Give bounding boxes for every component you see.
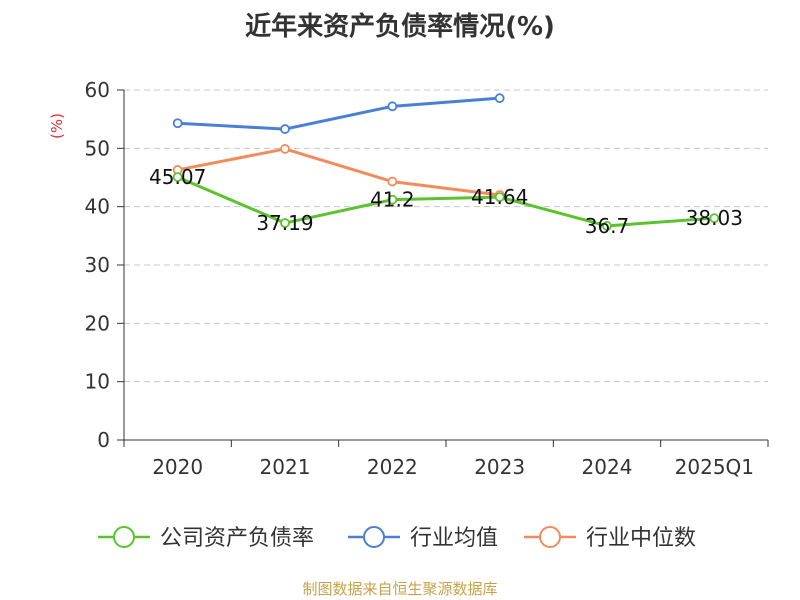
legend-marker-circle [363,526,385,548]
data-label: 41.64 [471,185,528,209]
x-tick-label: 2021 [260,455,311,479]
data-point [709,213,720,224]
series-line [177,147,500,197]
y-tick-label: 40 [85,195,110,219]
data-label: 37.19 [256,211,313,235]
y-tick-label: 0 [97,428,110,452]
legend-label: 公司资产负债率 [160,526,314,551]
data-point [494,192,505,203]
y-tick-label: 50 [85,136,110,160]
data-label: 36.7 [585,214,630,238]
x-tick-label: 2023 [474,455,525,479]
data-label: 45.07 [149,165,206,189]
legend-marker-circle [539,526,561,548]
series-line [177,175,715,228]
data-point [280,124,290,134]
legend-marker-circle [113,526,135,548]
y-tick-label: 20 [85,311,110,335]
legend-label: 行业均值 [410,526,498,551]
data-label: 41.2 [370,188,415,212]
x-tick-label: 2022 [367,455,418,479]
data-label: 38.03 [686,206,743,230]
data-point [602,221,612,231]
data-point [387,194,398,205]
data-point [494,93,505,104]
y-axis-label: (%) [48,113,66,139]
data-point [172,172,183,182]
y-tick-label: 10 [85,370,110,394]
x-tick-label: 2024 [582,455,633,479]
chart-title: 近年来资产负债率情况(%) [245,12,555,42]
data-point [387,101,398,112]
y-tick-label: 60 [85,78,110,102]
legend-label: 行业中位数 [586,526,696,551]
data-point [387,176,398,187]
x-tick-label: 2025Q1 [675,455,754,479]
data-point [280,144,290,154]
series-line [177,96,500,131]
y-tick-label: 30 [85,253,110,277]
data-point [172,118,183,129]
data-source-note: 制图数据来自恒生聚源数据库 [302,580,498,598]
x-tick-label: 2020 [152,455,203,479]
data-point [280,218,290,228]
